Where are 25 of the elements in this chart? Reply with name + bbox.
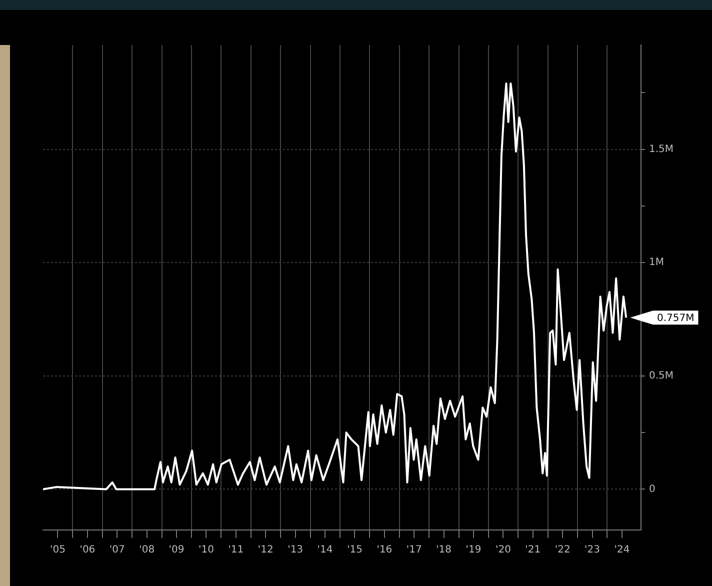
x-tick-label: '16: [376, 544, 392, 556]
x-tick-label: '19: [466, 544, 482, 556]
x-tick-label: '14: [317, 544, 333, 556]
x-tick-label: '09: [168, 544, 184, 556]
y-tick-label: 0: [649, 484, 656, 495]
x-tick-label: '11: [228, 544, 244, 556]
x-tick-label: '08: [139, 544, 155, 556]
x-tick-label: '12: [258, 544, 274, 556]
text: 0.757M: [657, 313, 694, 324]
x-tick-label: '15: [346, 544, 362, 556]
x-tick-label: '07: [109, 544, 125, 556]
x-tick-label: '05: [50, 544, 66, 556]
x-tick-label: '21: [525, 544, 541, 556]
x-tick-label: '10: [198, 544, 214, 556]
x-tick-label: '20: [495, 544, 511, 556]
x-tick-label: '13: [288, 544, 304, 556]
x-tick-label: '24: [614, 544, 630, 556]
x-tick-label: '23: [584, 544, 600, 556]
x-tick-label: '22: [554, 544, 570, 556]
y-tick-label: 1M: [649, 257, 664, 268]
y-tick-label: 1.5M: [649, 144, 674, 155]
x-tick-label: '18: [436, 544, 452, 556]
y-tick-label: 0.5M: [649, 370, 674, 382]
x-tick-label: '06: [80, 544, 96, 556]
x-tick-label: '17: [406, 544, 422, 556]
